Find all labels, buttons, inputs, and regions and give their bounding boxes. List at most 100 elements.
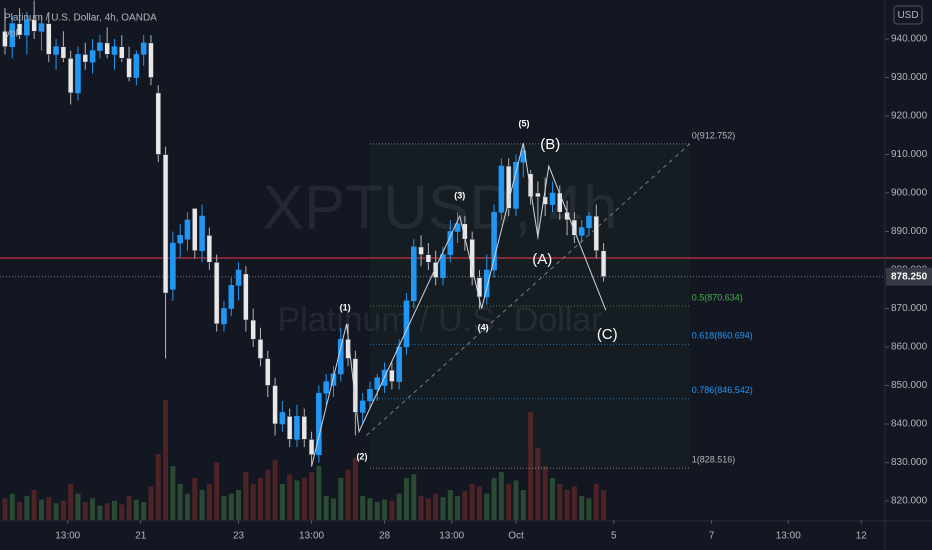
volume-bar [192, 478, 198, 520]
volume-bar [389, 500, 395, 520]
volume-bar [455, 496, 461, 520]
volume-bar [148, 486, 154, 520]
volume-bar [433, 493, 439, 520]
candle-body [410, 246, 417, 302]
volume-bar [111, 500, 117, 520]
volume-bar [97, 505, 103, 520]
candle-body [447, 231, 454, 255]
candle-body [82, 54, 89, 63]
candle-body [250, 319, 256, 340]
x-tick-label: 12 [856, 531, 868, 542]
candle-body [170, 242, 176, 290]
candle-body [45, 23, 52, 55]
wave-label: (4) [478, 322, 489, 332]
volume-bar [360, 496, 366, 520]
volume-bar [177, 484, 183, 520]
candle-body [177, 235, 183, 244]
volume-bar [141, 502, 147, 520]
volume-bar [491, 478, 497, 520]
candle-body [425, 254, 432, 263]
candle-body [31, 19, 37, 32]
volume-bar [287, 474, 293, 520]
volume-bar [243, 472, 249, 520]
candle-body [9, 23, 16, 47]
candle-body [330, 373, 337, 386]
candle-body [491, 211, 497, 271]
wave-label: (B) [540, 136, 560, 153]
volume-bar [564, 490, 570, 520]
x-tick-label: 13:00 [299, 531, 324, 542]
fib-label: 0(912.752) [692, 130, 736, 140]
candle-body [542, 196, 548, 205]
volume-bar [68, 484, 74, 520]
candle-body [469, 238, 475, 278]
candle-body [316, 392, 322, 456]
candle-body [586, 215, 592, 228]
candle-body [527, 173, 534, 198]
candle-body [104, 42, 110, 55]
volume-bar [170, 466, 176, 520]
candle-body [549, 192, 556, 205]
volume-bar [528, 412, 534, 520]
x-tick-label: 13:00 [55, 531, 80, 542]
volume-bar [440, 497, 446, 520]
candle-body [513, 161, 519, 209]
y-tick-label: 910.000 [891, 149, 928, 160]
candle-body [97, 42, 103, 51]
volume-bar [396, 493, 402, 520]
currency-box[interactable] [893, 5, 923, 25]
volume-bar [601, 490, 607, 520]
wave-label: (1) [340, 302, 351, 312]
candle-body [279, 412, 286, 425]
volume-bar [184, 493, 190, 520]
candle-body [264, 358, 271, 386]
volume-bar [352, 457, 358, 520]
chart-title: Platinum / U.S. Dollar, 4h, OANDA [4, 13, 157, 24]
volume-bar [506, 484, 512, 520]
candle-body [162, 154, 169, 294]
volume-bar [586, 498, 592, 520]
volume-bar [571, 486, 577, 520]
candle-body [418, 246, 424, 255]
y-tick-label: 860.000 [891, 342, 928, 353]
candle-body [440, 254, 446, 278]
candle-body [396, 346, 402, 382]
wave-label: (A) [532, 251, 552, 268]
candle-body [184, 219, 191, 240]
candle-body [191, 208, 198, 252]
volume-bar [309, 472, 315, 520]
y-tick-label: 890.000 [891, 226, 928, 237]
y-tick-label: 830.000 [891, 457, 928, 468]
candle-body [126, 57, 132, 78]
candle-body [272, 385, 278, 425]
y-tick-label: 940.000 [891, 34, 928, 45]
volume-bar [301, 478, 307, 520]
volume-bar [367, 498, 373, 520]
wave-label: (5) [519, 118, 530, 128]
x-tick-label: 23 [233, 531, 245, 542]
candle-body [228, 285, 235, 309]
y-tick-label: 850.000 [891, 380, 928, 391]
candle-body [2, 30, 8, 47]
volume-bar [24, 496, 30, 520]
volume-bar [82, 502, 88, 520]
volume-bar [104, 503, 110, 520]
last-price-box [886, 267, 932, 286]
last-price-label: 878.250 [891, 271, 928, 282]
currency[interactable]: USD [897, 10, 918, 21]
volume-bar [163, 400, 169, 520]
volume-bar [133, 499, 139, 520]
volume-bar [221, 496, 227, 520]
volume-bar [199, 490, 205, 520]
volume-bar [462, 491, 468, 520]
candle-body [301, 415, 308, 440]
volume-bar [382, 499, 388, 520]
candle-body [148, 42, 154, 78]
candle-body [118, 46, 125, 59]
candle-body [578, 227, 585, 236]
candle-body [206, 235, 213, 263]
volume-bar [345, 469, 351, 520]
candle-body [600, 250, 607, 278]
x-tick-label: 13:00 [776, 531, 801, 542]
